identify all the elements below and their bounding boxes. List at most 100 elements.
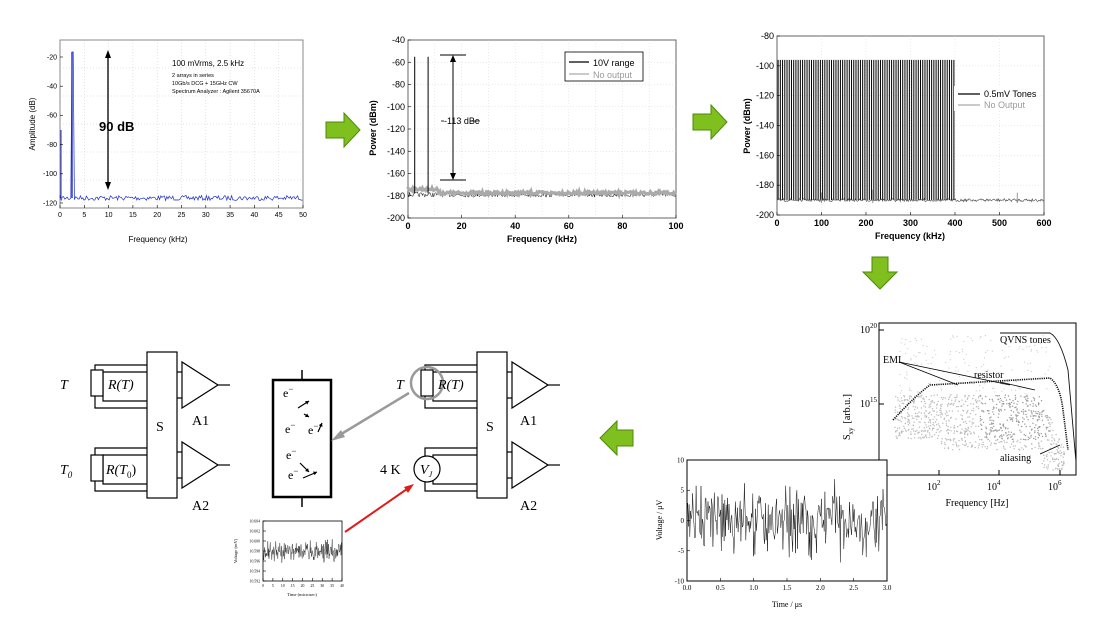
panel1-xtick: 20 [153,212,161,219]
panel2-arrowhead-up [450,55,456,62]
circuit-right-temp-top: T [396,378,405,393]
panel4-label-aliasing: aliasing [1000,453,1031,464]
panel6-ylabel: Voltage (mV) [233,538,238,563]
panel5-ytick: -5 [678,547,684,555]
panel4-emi-pointer-1 [898,361,959,386]
flow-arrow-left [599,419,634,457]
panel3-ytick: -180 [756,180,774,190]
panel3-legend-label-2: No Output [984,100,1026,110]
panel3-frame [776,35,1045,216]
panel6-xlabel: Time (microsec) [287,592,317,597]
circuit-right-amp-top-label: A1 [520,414,537,429]
panel5-ytick: 0 [681,517,685,525]
panel2-xtick: 40 [510,221,520,231]
panel2-xtick: 20 [457,221,467,231]
panel2-xtick: 80 [617,221,627,231]
panel6-ytick: 10.604 [250,519,261,523]
pointer-gray [331,391,410,441]
panel1-xtick: 0 [58,212,62,219]
panel1-arrowhead-down [105,182,111,190]
pointer-red [344,484,414,533]
circuit-right [409,351,560,499]
panel1-xtick: 50 [299,212,307,219]
circuit-left-switch-block [146,351,178,499]
panel6-xtick: 15 [291,584,295,588]
panel5-xtick: 0.0 [683,584,692,592]
panel-small-voltage-trace: 0 5 10 15 20 25 30 35 40 10.604 10.602 10.600 10.598… [233,519,344,597]
panel1-arrowhead-up [105,50,111,58]
panel5-ytick: 10 [677,456,685,464]
circuit-right-amp-bottom-label: A2 [520,499,537,514]
panel3-ytick: -80 [761,31,774,41]
panel6-xtick: 5 [272,584,274,588]
panel1-ytick: -60 [47,113,57,120]
panel1-ytick: -40 [47,84,57,91]
panel4-label-resistor: resistor [974,370,1004,381]
panel6-xtick: 35 [330,584,334,588]
circuit-left-res-bottom: R(T0) [105,463,137,480]
circuit-right-switch-label: S [486,420,494,435]
panel3-xtick: 100 [814,218,829,228]
circuit-left-temp-top: T [60,378,69,393]
panel2-ytick: -160 [387,169,405,179]
panel2-ytick: -120 [387,124,405,134]
panel2-ytick: -200 [387,213,405,223]
panel5-ytick: 5 [681,487,685,495]
circuit-left-labels: T R(T) T0 R(T0) S A1 A2 [60,378,209,514]
panel2-ytick: -140 [387,146,405,156]
panel6-xtick: 40 [340,584,344,588]
panel-power-10v-range: 0 20 40 60 80 100 -40 -60 -80 -100 -120 -140 -160 -18… [368,35,684,244]
panel6-trace [262,539,342,563]
panel5-xlabel: Time / μs [772,600,802,609]
panel1-xtick: 40 [251,212,259,219]
panel1-xtick: 10 [105,212,113,219]
panel2-ytick: -60 [392,57,405,67]
circuit-right-labels: T R(T) 4 K VJ S A1 A2 [380,378,537,514]
panel2-legend [564,51,644,82]
panel4-aliasing-pointer [1039,444,1061,455]
panel2-annotation-dbc: -113 dBc [444,116,480,126]
panel2-ylabel: Power (dBm) [368,100,378,156]
panel1-annotation-line3: Spectrum Analyzer : Agilent 35670A [172,89,260,95]
circuit-left-resistor-bottom [90,454,104,482]
panel4-xtick-1: 102 [927,479,941,493]
panel5-ticks: 0.0 0.5 1.0 1.5 2.0 2.5 3.0 10 5 0 -5 -10 [675,456,892,592]
panel6-xtick: 10 [281,584,285,588]
panel4-emi-pointer-2 [898,361,1011,386]
panel6-ytick: 10.602 [250,529,261,533]
panel3-ytick: -140 [756,121,774,131]
panel6-xtick: 20 [301,584,305,588]
panel2-trace [406,56,677,200]
circuit-left-resistor-top [90,369,104,397]
panel1-xtick: 30 [202,212,210,219]
panel1-ticks: 0 5 10 15 20 25 30 35 40 45 50 -20 -40 -60 -80 -100 -120 [43,54,307,219]
electron-label: e− [286,446,296,462]
circuit-left-amp-top-label: A1 [192,414,209,429]
flow-arrow-down [861,256,899,290]
flow-arrow-right-2 [692,103,728,141]
panel3-legend-label-1: 0.5mV Tones [984,89,1037,99]
panel5-xtick: 0.5 [716,584,725,592]
panel3-xtick: 200 [858,218,873,228]
panel4-data [892,332,1077,471]
panel2-legend-label-2: No output [593,70,633,80]
panel3-xlabel: Frequency (kHz) [875,231,945,241]
circuit-left [90,351,230,499]
circuit-right-res-top: R(T) [437,378,464,393]
circuit-left-switch-label: S [156,420,164,435]
panel3-legend [954,86,1040,111]
panel3-xtick: 500 [992,218,1007,228]
panel6-xtick: 30 [320,584,324,588]
panel2-xtick: 0 [405,221,410,231]
panel1-ytick: -80 [47,142,57,149]
panel3-xtick: 0 [774,218,779,228]
panel6-ytick: 10.594 [250,569,261,573]
electron-label: e− [308,421,318,437]
panel4-xtick-2: 104 [987,479,1001,493]
panel2-ytick: -40 [392,35,405,45]
panel2-xtick: 60 [564,221,574,231]
panel-power-0-5mv-tones: 0 100 200 300 400 500 600 -80 -100 -120 -140 -160 -1… [742,31,1052,241]
circuit-left-amp-bottom [181,440,220,490]
electron-box-frame [271,378,333,499]
